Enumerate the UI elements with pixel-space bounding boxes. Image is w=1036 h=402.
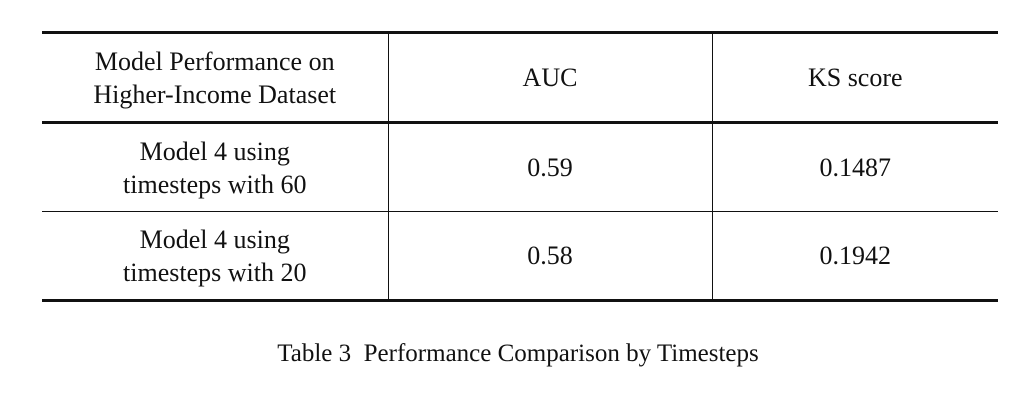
- row-ks-value: 0.1942: [712, 211, 998, 302]
- row-model-line1: Model 4 using: [139, 224, 290, 254]
- row-model-line2: timesteps with 20: [123, 257, 307, 287]
- table-row: Model 4 using timesteps with 20 0.58 0.1…: [42, 211, 998, 302]
- table-caption: Table 3 Performance Comparison by Timest…: [277, 340, 759, 367]
- table-row: Model 4 using timesteps with 60 0.59 0.1…: [42, 122, 998, 212]
- table-header-row: Model Performance on Higher-Income Datas…: [42, 31, 998, 124]
- row-auc-value: 0.58: [387, 211, 713, 302]
- header-auc: AUC: [387, 31, 713, 124]
- results-table: Model Performance on Higher-Income Datas…: [42, 31, 998, 302]
- header-model-line2: Higher-Income Dataset: [93, 79, 337, 109]
- row-model-line1: Model 4 using: [139, 136, 290, 166]
- header-model-cell: Model Performance on Higher-Income Datas…: [42, 31, 388, 124]
- row-ks-value: 0.1487: [712, 122, 998, 212]
- header-model-line1: Model Performance on: [94, 46, 335, 76]
- row-model-line2: timesteps with 60: [123, 169, 307, 199]
- row-auc-value: 0.59: [387, 122, 713, 212]
- row-model-cell: Model 4 using timesteps with 60: [42, 122, 388, 212]
- header-ks-score: KS score: [712, 31, 998, 124]
- row-model-cell: Model 4 using timesteps with 20: [42, 211, 388, 302]
